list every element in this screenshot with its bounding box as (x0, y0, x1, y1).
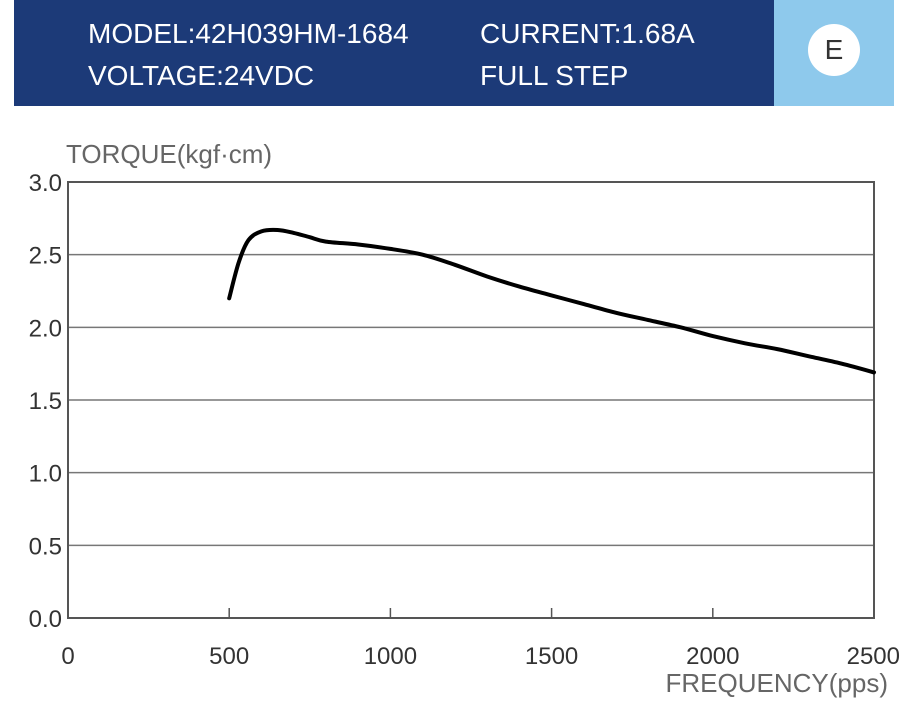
y-tick-label: 1.0 (29, 461, 62, 488)
y-tick-label: 2.5 (29, 243, 62, 270)
x-tick-label: 1500 (525, 643, 578, 670)
grid-lines (68, 181, 874, 619)
y-tick-label: 1.5 (29, 388, 62, 415)
y-tick-label: 3.0 (29, 170, 62, 197)
plot-frame (67, 181, 875, 619)
version-badge: E (808, 24, 860, 76)
spec-header (14, 0, 774, 106)
y-tick-label: 0.5 (29, 533, 62, 560)
y-axis-label: TORQUE(kgf·cm) (66, 139, 272, 169)
x-tick-label: 2500 (847, 643, 900, 670)
current-label: CURRENT:1.68A (480, 18, 695, 49)
tick-labels: 0.0 0.5 1.0 1.5 2.0 2.5 3.0 0 500 1000 1500 2000 250… (29, 170, 900, 670)
x-axis-label: FREQUENCY(pps) (666, 668, 888, 698)
series-line-torque (227, 227, 876, 375)
x-tick-label: 0 (61, 643, 74, 670)
step-mode-label: FULL STEP (480, 60, 629, 91)
x-tick-label: 2000 (686, 643, 739, 670)
y-tick-label: 2.0 (29, 315, 62, 342)
voltage-label: VOLTAGE:24VDC (88, 60, 315, 91)
axis-ticks (228, 608, 714, 618)
model-label: MODEL:42H039HM-1684 (88, 18, 409, 49)
x-tick-label: 1000 (364, 643, 417, 670)
y-tick-label: 0.0 (29, 606, 62, 633)
x-tick-label: 500 (209, 643, 249, 670)
